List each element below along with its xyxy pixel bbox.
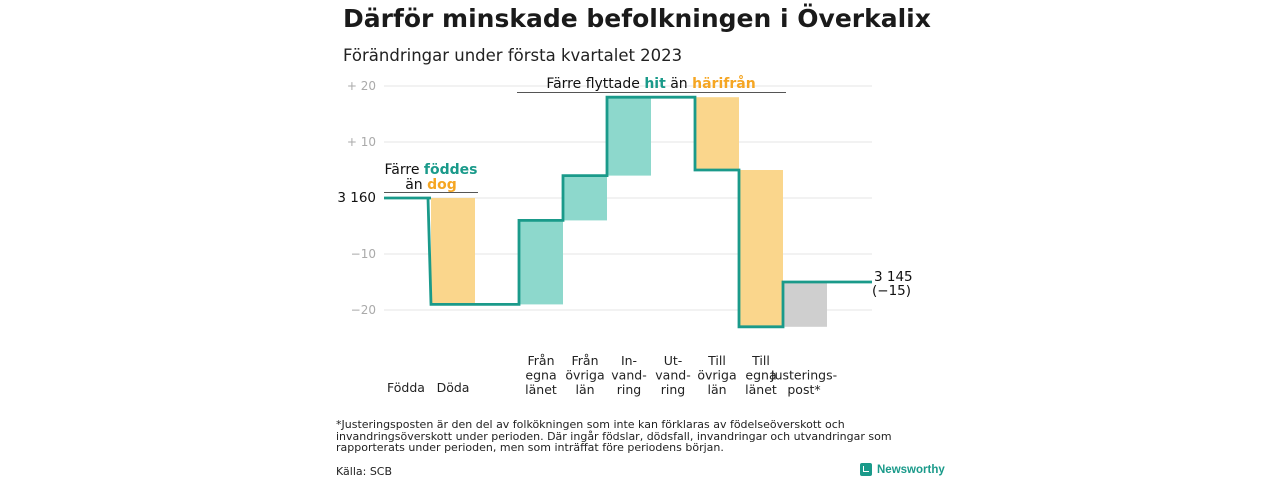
category-label: vand- xyxy=(611,368,646,383)
category-label: länet xyxy=(745,382,777,397)
category-label: Till xyxy=(751,353,770,368)
bar xyxy=(607,97,651,176)
brand-name: Newsworthy xyxy=(877,463,945,476)
category-label: Till xyxy=(707,353,726,368)
y-tick-label: + 10 xyxy=(347,135,376,149)
bar xyxy=(739,170,783,327)
brand-logo: Newsworthy xyxy=(860,463,945,476)
chart-subtitle: Förändringar under första kvartalet 2023 xyxy=(343,46,683,65)
category-label: Ut- xyxy=(664,353,683,368)
footnote: *Justeringsposten är den del av folkökni… xyxy=(336,418,892,455)
newsworthy-logo-icon xyxy=(860,463,872,476)
step-line xyxy=(384,95,872,329)
category-label: Döda xyxy=(437,380,470,395)
bar xyxy=(783,282,827,327)
migration-annotation: Färre flyttade hit än härifrån xyxy=(546,75,755,92)
category-label: Från xyxy=(571,353,598,368)
category-label: egna xyxy=(745,368,776,383)
chart-title: Därför minskade befolkningen i Överkalix xyxy=(343,4,931,33)
y-tick-label: −10 xyxy=(351,247,376,261)
category-labels: Födda DödaFrånegnalänetFrånövrigalänIn-va… xyxy=(387,353,837,397)
category-label: övriga xyxy=(697,368,736,383)
end-labels: 3 160 3 145(−15) xyxy=(337,190,912,299)
births-annotation-line2: än dog xyxy=(405,177,457,193)
births-annotation-line1: Färre föddes xyxy=(385,162,478,178)
y-tick-label: + 20 xyxy=(347,79,376,93)
y-tick-label: −20 xyxy=(351,303,376,317)
category-label: post* xyxy=(787,382,820,397)
start-value-label: 3 160 xyxy=(337,190,376,206)
category-label: In- xyxy=(621,353,637,368)
bar xyxy=(431,198,475,305)
category-label: ring xyxy=(661,382,685,397)
step-line-path xyxy=(384,95,872,329)
category-label: länet xyxy=(525,382,557,397)
bars xyxy=(431,97,827,327)
category-label: Justerings- xyxy=(770,368,837,383)
y-axis-ticks: + 20 + 10 −10 −20 xyxy=(347,79,376,317)
category-label: egna xyxy=(525,368,556,383)
category-label: län xyxy=(707,382,726,397)
bar xyxy=(519,220,563,305)
source: Källa: SCB xyxy=(336,465,393,478)
category-label: län xyxy=(575,382,594,397)
bar xyxy=(695,97,739,170)
category-label: Från xyxy=(527,353,554,368)
end-change-label: (−15) xyxy=(872,283,911,299)
bar xyxy=(563,175,607,221)
end-value-label: 3 145 xyxy=(874,269,913,285)
category-label: vand- xyxy=(655,368,690,383)
category-label: ring xyxy=(617,382,641,397)
category-label: Födda xyxy=(387,380,425,395)
category-label: övriga xyxy=(565,368,604,383)
